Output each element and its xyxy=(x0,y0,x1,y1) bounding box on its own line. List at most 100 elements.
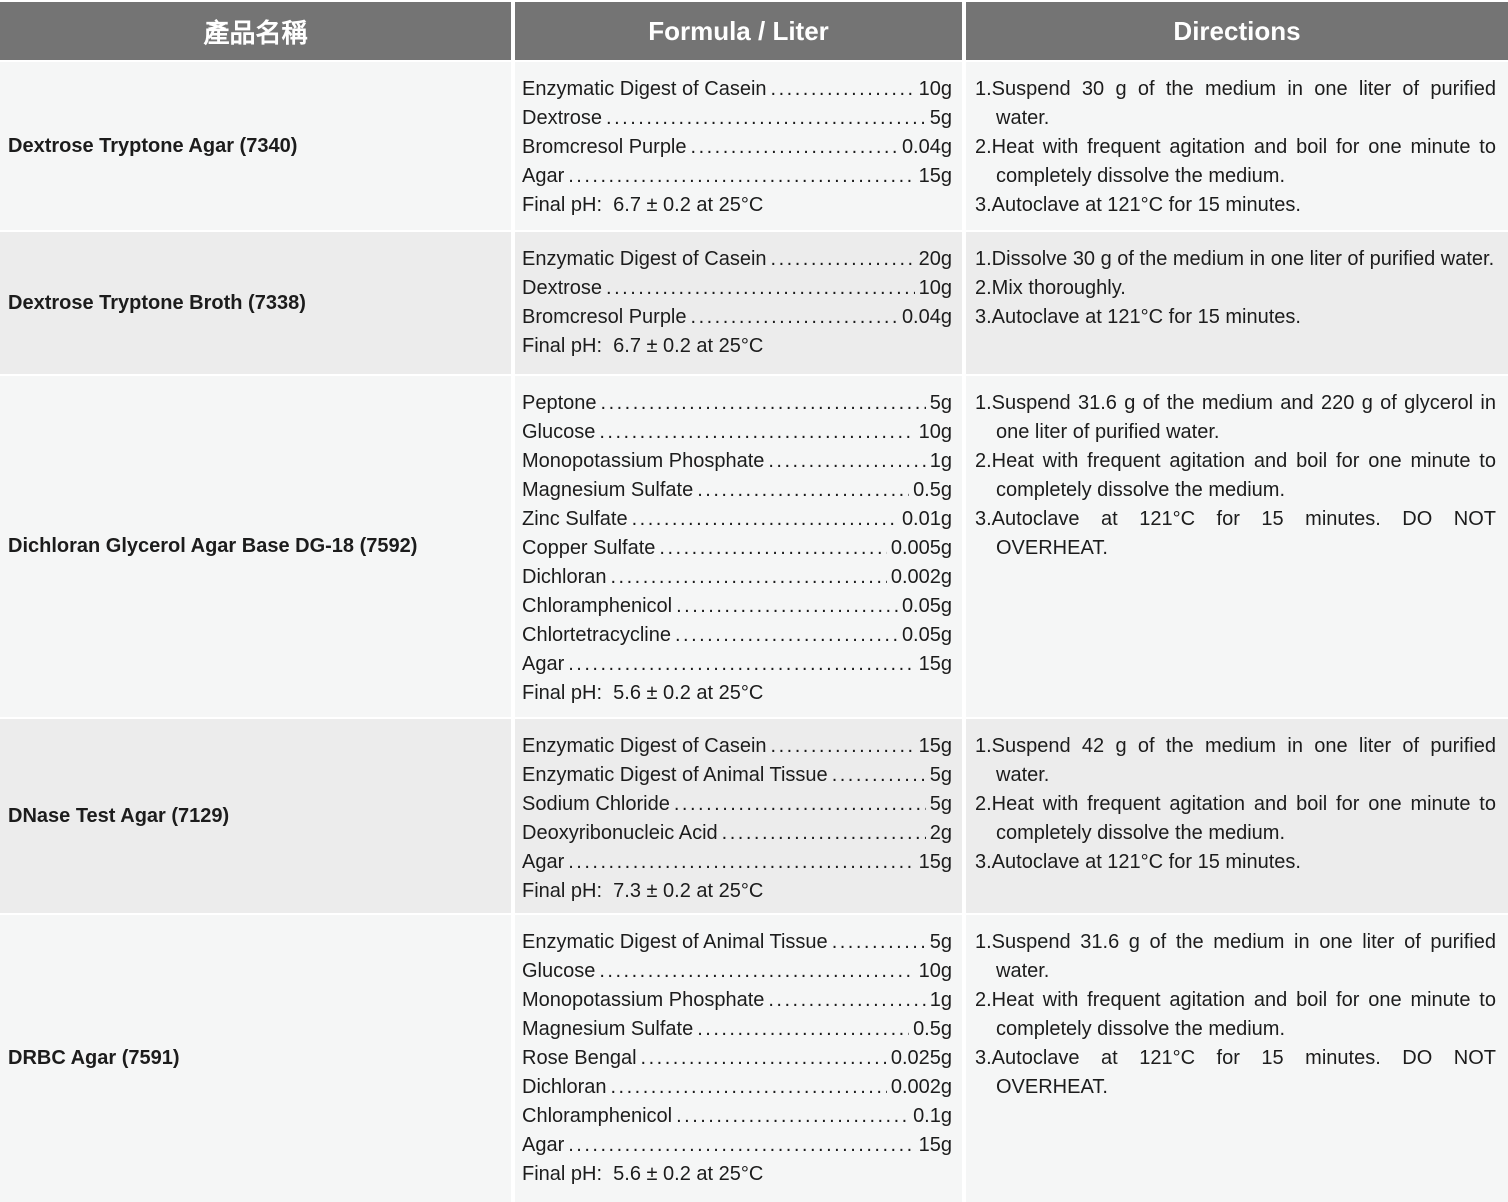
ingredient-amount: 0.1g xyxy=(913,1105,952,1127)
direction-item: 1.Dissolve 30 g of the medium in one lit… xyxy=(975,248,1495,270)
ingredient-amount: 1g xyxy=(929,450,952,472)
direction-item: 2.Heat with frequent agitation and boil … xyxy=(975,793,1496,844)
ingredient-name: Agar xyxy=(522,165,565,187)
ingredient-name: Deoxyribonucleic Acid xyxy=(522,822,718,844)
formula-line: Rose Bengal 0.025g xyxy=(522,1044,952,1073)
table-row-2-formula: Enzymatic Digest of Casein 20g Dextrose 10… xyxy=(515,232,962,374)
table-row-2-product-name: Dextrose Tryptone Broth (7338) xyxy=(0,232,511,374)
ingredient-name: Enzymatic Digest of Casein xyxy=(522,735,767,757)
direction-item: 2.Mix thoroughly. xyxy=(975,277,1126,299)
formula-line: Enzymatic Digest of Casein 10g xyxy=(522,75,952,104)
product-name: Dextrose Tryptone Broth (7338) xyxy=(8,291,306,314)
direction-item: 3.Autoclave at 121°C for 15 minutes. DO … xyxy=(975,508,1496,559)
ingredient-amount: 0.002g xyxy=(890,566,952,588)
dots-leader xyxy=(771,75,915,104)
ingredient-name: Chloramphenicol xyxy=(522,1105,673,1127)
ingredient-name: Dichloran xyxy=(522,1076,607,1098)
direction-item: 3.Autoclave at 121°C for 15 minutes. xyxy=(975,306,1301,328)
ingredient-amount: 10g xyxy=(918,277,952,299)
ingredient-amount: 0.5g xyxy=(913,479,952,501)
direction-item: 1.Suspend 30 g of the medium in one lite… xyxy=(975,78,1496,129)
ingredient-amount: 20g xyxy=(918,248,952,270)
direction-item: 3.Autoclave at 121°C for 15 minutes. xyxy=(975,194,1301,216)
final-ph: Final pH: 5.6 ± 0.2 at 25°C xyxy=(522,682,764,704)
ingredient-amount: 15g xyxy=(918,1134,952,1156)
ingredient-amount: 0.05g xyxy=(901,624,952,646)
formula-line: Copper Sulfate 0.005g xyxy=(522,534,952,563)
ingredient-amount: 10g xyxy=(918,78,952,100)
table-row-3-formula: Peptone 5g Glucose 10g Monopotassium Phosp… xyxy=(515,376,962,717)
formula-line: Zinc Sulfate 0.01g xyxy=(522,505,952,534)
formula-line: Glucose 10g xyxy=(522,957,952,986)
ingredient-amount: 0.002g xyxy=(890,1076,952,1098)
ingredient-name: Glucose xyxy=(522,421,596,443)
ingredient-name: Enzymatic Digest of Casein xyxy=(522,248,767,270)
dots-leader xyxy=(768,986,925,1015)
ingredient-name: Agar xyxy=(522,653,565,675)
direction-item: 1.Suspend 31.6 g of the medium in one li… xyxy=(975,931,1496,982)
direction-item: 3.Autoclave at 121°C for 15 minutes. xyxy=(975,851,1301,873)
formula-line: Magnesium Sulfate 0.5g xyxy=(522,1015,952,1044)
dots-leader xyxy=(606,104,926,133)
product-name: Dichloran Glycerol Agar Base DG-18 (7592… xyxy=(8,535,418,557)
formula-line: Dextrose 10g xyxy=(522,274,952,303)
dots-leader xyxy=(697,476,909,505)
dots-leader xyxy=(610,1073,886,1102)
dots-leader xyxy=(601,389,926,418)
ingredient-name: Magnesium Sulfate xyxy=(522,1018,694,1040)
dots-leader xyxy=(691,303,898,332)
ingredient-amount: 15g xyxy=(918,851,952,873)
ingredient-amount: 10g xyxy=(918,960,952,982)
dots-leader xyxy=(691,133,898,162)
dots-leader xyxy=(599,957,914,986)
ingredient-amount: 0.01g xyxy=(901,508,952,530)
product-name: Dextrose Tryptone Agar (7340) xyxy=(8,134,298,157)
table-row-1-product-name: Dextrose Tryptone Agar (7340) xyxy=(0,62,511,230)
table-row-5-directions: 1.Suspend 31.6 g of the medium in one li… xyxy=(966,915,1508,1202)
ingredient-name: Agar xyxy=(522,851,565,873)
formula-line: Chloramphenicol 0.1g xyxy=(522,1102,952,1131)
formula-line: Monopotassium Phosphate 1g xyxy=(522,447,952,476)
direction-item: 3.Autoclave at 121°C for 15 minutes. DO … xyxy=(975,1047,1496,1098)
table-row-1-directions: 1.Suspend 30 g of the medium in one lite… xyxy=(966,62,1508,230)
dots-leader xyxy=(697,1015,909,1044)
table-row-4-formula: Enzymatic Digest of Casein 15g Enzymatic … xyxy=(515,719,962,913)
ingredient-amount: 0.5g xyxy=(913,1018,952,1040)
ingredient-name: Bromcresol Purple xyxy=(522,306,687,328)
final-ph: Final pH: 7.3 ± 0.2 at 25°C xyxy=(522,880,764,902)
direction-item: 1.Suspend 42 g of the medium in one lite… xyxy=(975,735,1496,786)
ingredient-name: Dextrose xyxy=(522,107,603,129)
dots-leader xyxy=(641,1044,887,1073)
dots-leader xyxy=(568,1131,914,1160)
product-name: DRBC Agar (7591) xyxy=(8,1047,180,1069)
formula-line: Magnesium Sulfate 0.5g xyxy=(522,476,952,505)
dots-leader xyxy=(610,563,886,592)
ingredient-name: Monopotassium Phosphate xyxy=(522,989,765,1011)
ingredient-amount: 5g xyxy=(929,764,952,786)
product-name: DNase Test Agar (7129) xyxy=(8,804,230,827)
ingredient-name: Enzymatic Digest of Animal Tissue xyxy=(522,764,828,786)
table-row-5-product-name: DRBC Agar (7591) xyxy=(0,915,511,1202)
ingredient-name: Bromcresol Purple xyxy=(522,136,687,158)
dots-leader xyxy=(771,732,915,761)
final-ph: Final pH: 6.7 ± 0.2 at 25°C xyxy=(522,335,764,357)
formula-line: Enzymatic Digest of Animal Tissue 5g xyxy=(522,761,952,790)
ingredient-amount: 5g xyxy=(929,793,952,815)
dots-leader xyxy=(675,621,898,650)
header-directions: Directions xyxy=(966,2,1508,60)
table-row-5-formula: Enzymatic Digest of Animal Tissue 5g Gluc… xyxy=(515,915,962,1202)
formula-line: Chlortetracycline 0.05g xyxy=(522,621,952,650)
ingredient-name: Sodium Chloride xyxy=(522,793,670,815)
final-ph: Final pH: 6.7 ± 0.2 at 25°C xyxy=(522,194,764,216)
dots-leader xyxy=(632,505,898,534)
formula-line: Bromcresol Purple 0.04g xyxy=(522,303,952,332)
header-product-name: 產品名稱 xyxy=(0,2,511,60)
table-row-2-directions: 1.Dissolve 30 g of the medium in one lit… xyxy=(966,232,1508,374)
formula-line: Dichloran 0.002g xyxy=(522,1073,952,1102)
ingredient-name: Magnesium Sulfate xyxy=(522,479,694,501)
header-formula: Formula / Liter xyxy=(515,2,962,60)
ingredient-name: Zinc Sulfate xyxy=(522,508,628,530)
dots-leader xyxy=(722,819,926,848)
ingredient-amount: 1g xyxy=(929,989,952,1011)
